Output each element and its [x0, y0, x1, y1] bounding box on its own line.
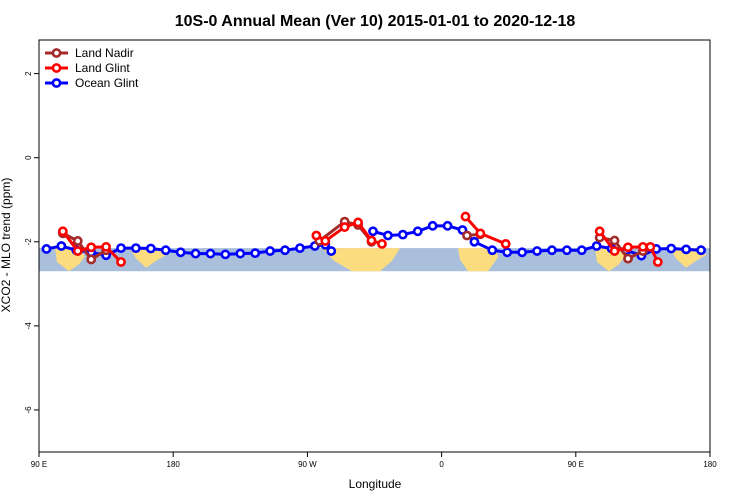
land-glint-point-0-1	[72, 246, 83, 256]
land-glint-point-1-3	[353, 217, 363, 228]
ocean-glint-point-0-7	[145, 243, 156, 254]
ocean-glint-point-0-8	[160, 245, 171, 256]
ocean-glint-point-1-14	[576, 245, 587, 256]
legend-ocean-glint-marker	[51, 78, 62, 88]
x-axis-label: Longitude	[349, 477, 402, 491]
legend-ocean-glint-label: Ocean Glint	[75, 76, 139, 90]
land-nadir-point-3-2	[623, 253, 633, 264]
ocean-glint-point-1-10	[517, 247, 528, 258]
chart-title: 10S-0 Annual Mean (Ver 10) 2015-01-01 to…	[175, 13, 576, 30]
map-land-africa	[458, 248, 498, 272]
ocean-glint-point-0-15	[265, 246, 276, 256]
y-tick-label-2: -2	[24, 238, 33, 246]
map-land-south-america	[322, 248, 400, 272]
x-tick-label-1: 180	[167, 460, 181, 469]
ocean-glint-point-1-12	[547, 245, 557, 256]
land-nadir-point-3-1	[609, 235, 620, 246]
land-nadir-point-2-0	[462, 230, 472, 241]
land-glint-point-0-0	[57, 226, 68, 237]
ocean-glint-point-0-5	[116, 243, 126, 254]
ocean-glint-point-0-12	[220, 249, 231, 260]
land-glint-point-2-0	[460, 211, 471, 222]
ocean-glint-point-0-20	[326, 246, 337, 256]
ocean-glint-point-0-1	[56, 241, 67, 251]
ocean-glint-point-1-3	[412, 226, 423, 237]
ocean-glint-point-0-13	[235, 248, 246, 259]
ocean-glint-point-1-20	[666, 243, 677, 254]
y-tick-label-4: -6	[24, 406, 33, 414]
ocean-glint-point-1-7	[469, 236, 480, 247]
ocean-glint-point-1-1	[383, 230, 393, 241]
ocean-glint-point-1-9	[502, 247, 513, 258]
ocean-glint-point-1-5	[442, 220, 453, 231]
legend-land-glint-label: Land Glint	[75, 61, 130, 75]
land-glint-point-1-5	[377, 238, 387, 249]
map-land-indonesia-right	[670, 248, 706, 268]
ocean-glint-point-0-11	[205, 248, 216, 259]
land-glint-point-3-5	[652, 257, 663, 267]
ocean-glint-point-1-11	[532, 246, 542, 256]
ocean-glint-point-0-14	[250, 248, 261, 259]
land-glint-point-1-4	[366, 235, 377, 246]
plot-frame	[38, 39, 711, 453]
y-axis-label: XCO2 - MLO trend (ppm)	[0, 178, 13, 313]
land-glint-point-1-2	[339, 222, 350, 232]
land-glint-point-1-0	[311, 230, 322, 241]
ocean-glint-point-0-16	[280, 245, 290, 256]
land-glint-point-2-1	[475, 228, 486, 239]
land-glint-point-0-2	[86, 242, 97, 253]
ocean-glint-point-0-9	[175, 247, 186, 258]
ocean-glint-point-1-21	[681, 244, 692, 255]
ocean-glint-point-1-4	[427, 220, 438, 231]
ocean-glint-point-1-15	[591, 241, 602, 251]
y-tick-label-1: 0	[24, 155, 33, 160]
land-glint-point-3-0	[594, 226, 605, 237]
land-glint-point-2-2	[500, 238, 511, 249]
map-land-indonesia-left	[130, 248, 166, 268]
x-tick-label-0: 90 E	[31, 460, 47, 469]
legend-land-glint-marker	[51, 63, 62, 73]
land-glint-point-0-4	[116, 257, 126, 267]
land-nadir-point-0-2	[86, 254, 97, 265]
y-tick-label-3: -4	[24, 322, 33, 330]
land-glint-point-1-1	[320, 236, 331, 246]
land-glint-point-3-1	[609, 246, 620, 256]
x-tick-label-3: 0	[439, 460, 444, 469]
ocean-glint-point-0-6	[131, 243, 141, 254]
ocean-glint-point-0-10	[190, 248, 201, 259]
land-glint-point-3-3	[638, 241, 648, 252]
legend-land-nadir-label: Land Nadir	[75, 46, 134, 60]
legend-land-nadir-marker	[51, 48, 62, 58]
ocean-glint-point-1-8	[487, 245, 498, 256]
ocean-glint-point-1-13	[561, 245, 572, 256]
y-tick-label-0: 2	[24, 71, 33, 76]
x-tick-label-4: 90 E	[568, 460, 584, 469]
series-layer	[41, 211, 706, 267]
land-glint-point-3-4	[645, 241, 656, 252]
land-nadir-point-0-1	[72, 236, 83, 246]
ocean-glint-point-0-0	[41, 244, 52, 254]
x-tick-label-2: 90 W	[298, 460, 317, 469]
land-glint-point-3-2	[623, 242, 633, 253]
x-tick-label-5: 180	[703, 460, 717, 469]
ocean-glint-point-1-2	[397, 229, 408, 240]
land-glint-point-0-3	[101, 241, 111, 252]
ocean-glint-point-1-22	[696, 245, 706, 256]
ocean-glint-point-1-0	[368, 226, 378, 237]
ocean-glint-point-0-17	[295, 243, 305, 254]
axes: 90 E 180 90 W 0 90 E 180 2 0 -2 -4 -6	[24, 71, 717, 469]
